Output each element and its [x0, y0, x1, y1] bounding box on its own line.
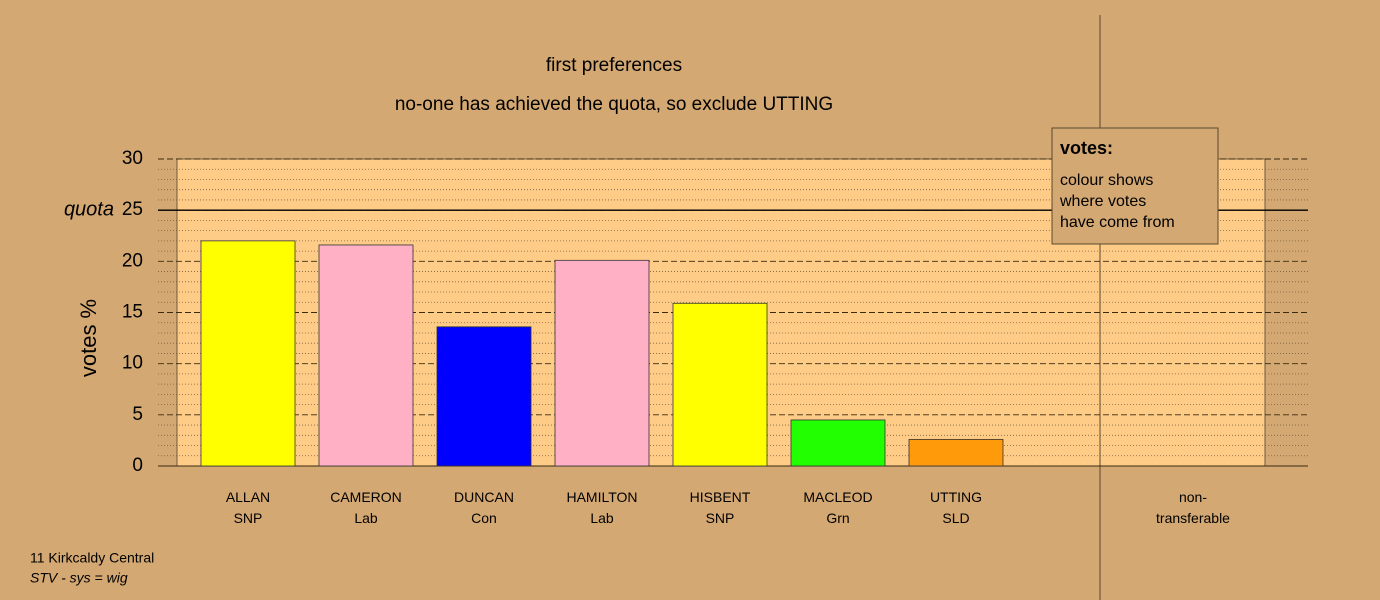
- x-tick-label: UTTING: [929, 489, 983, 505]
- y-axis-label: votes %: [76, 299, 101, 377]
- footer-line: STV - sys = wig: [30, 570, 128, 586]
- bar: [436, 326, 532, 467]
- bar: [908, 438, 1004, 467]
- chart-subtitle: no-one has achieved the quota, so exclud…: [395, 94, 833, 115]
- y-tick-label: 10: [122, 353, 143, 374]
- y-tick-label: 5: [132, 404, 143, 425]
- chart-title: first preferences: [546, 55, 682, 76]
- y-tick-label: 0: [132, 455, 143, 476]
- y-tick-label: 20: [122, 250, 143, 271]
- y-tick-label: 25: [122, 199, 143, 220]
- bar: [672, 302, 768, 467]
- x-tick-label: MACLEOD: [803, 489, 873, 505]
- x-tick-label: HAMILTON: [566, 489, 638, 505]
- y-tick-label: 15: [122, 302, 143, 323]
- quota-label: quota: [64, 198, 114, 220]
- bar: [200, 240, 296, 467]
- x-tick-party: SNP: [705, 510, 735, 526]
- bar: [554, 259, 650, 467]
- x-tick-party: Lab: [590, 510, 614, 526]
- bar: [790, 419, 886, 467]
- legend-box: [1051, 127, 1219, 245]
- legend-text: where votes: [1059, 193, 1146, 210]
- footer-line: 11 Kirkcaldy Central: [30, 550, 154, 566]
- legend-text: have come from: [1060, 214, 1175, 231]
- x-tick-label: ALLAN: [225, 489, 271, 505]
- legend-title: votes:: [1060, 138, 1113, 158]
- x-tick-label: non-transferable: [1156, 489, 1230, 526]
- y-tick-label: 30: [122, 148, 143, 169]
- x-tick-party: Con: [471, 510, 497, 526]
- x-tick-label: CAMERON: [330, 489, 402, 505]
- x-tick-label: HISBENT: [689, 489, 751, 505]
- bar: [318, 244, 414, 467]
- x-tick-party: Lab: [354, 510, 378, 526]
- x-tick-party: SNP: [233, 510, 263, 526]
- x-tick-party: SLD: [942, 510, 970, 526]
- legend-text: colour shows: [1060, 172, 1153, 189]
- x-tick-party: Grn: [826, 510, 850, 526]
- x-tick-label: DUNCAN: [454, 489, 514, 505]
